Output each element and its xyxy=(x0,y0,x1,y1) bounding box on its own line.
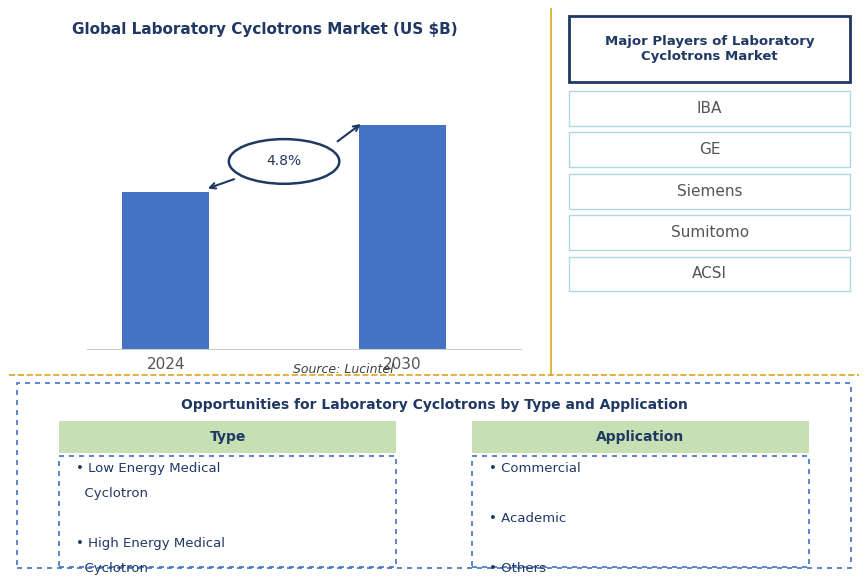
FancyBboxPatch shape xyxy=(59,456,396,566)
FancyBboxPatch shape xyxy=(17,383,851,568)
Bar xyxy=(122,192,209,349)
Text: Major Players of Laboratory
Cyclotrons Market: Major Players of Laboratory Cyclotrons M… xyxy=(605,35,814,63)
Text: IBA: IBA xyxy=(697,101,722,116)
Text: ACSI: ACSI xyxy=(692,267,727,281)
Text: Sumitomo: Sumitomo xyxy=(670,225,749,240)
FancyBboxPatch shape xyxy=(569,257,851,291)
FancyBboxPatch shape xyxy=(472,421,809,453)
Bar xyxy=(359,125,446,349)
Text: • Commercial

• Academic

• Others: • Commercial • Academic • Others xyxy=(489,462,581,575)
Text: Application: Application xyxy=(596,430,684,444)
Text: • Low Energy Medical
  Cyclotron

• High Energy Medical
  Cyclotron: • Low Energy Medical Cyclotron • High En… xyxy=(76,462,225,575)
FancyBboxPatch shape xyxy=(569,215,851,250)
Text: 4.8%: 4.8% xyxy=(266,155,302,168)
FancyBboxPatch shape xyxy=(472,456,809,566)
FancyBboxPatch shape xyxy=(569,91,851,126)
FancyBboxPatch shape xyxy=(59,421,396,453)
Text: Global Laboratory Cyclotrons Market (US $B): Global Laboratory Cyclotrons Market (US … xyxy=(72,22,457,37)
Text: Source: Lucintel: Source: Lucintel xyxy=(293,363,393,376)
Text: Type: Type xyxy=(209,430,246,444)
Text: Siemens: Siemens xyxy=(677,184,742,199)
Text: GE: GE xyxy=(699,142,720,157)
Ellipse shape xyxy=(229,139,339,184)
FancyBboxPatch shape xyxy=(569,132,851,167)
Text: Opportunities for Laboratory Cyclotrons by Type and Application: Opportunities for Laboratory Cyclotrons … xyxy=(181,397,687,411)
FancyBboxPatch shape xyxy=(569,174,851,209)
FancyBboxPatch shape xyxy=(569,16,851,82)
